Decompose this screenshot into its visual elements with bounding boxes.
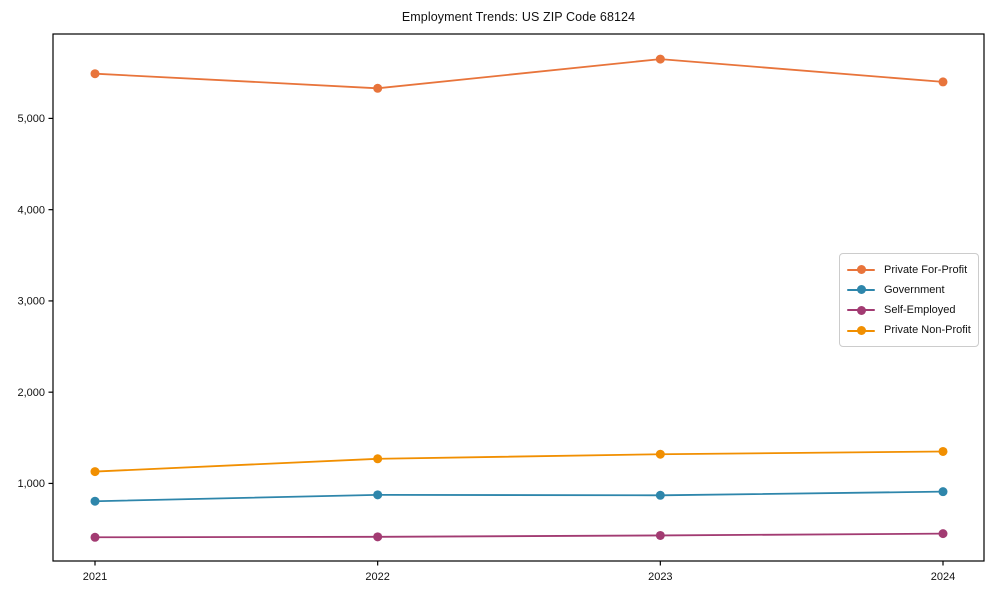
legend-label: Private Non-Profit	[884, 324, 971, 337]
data-point	[938, 77, 948, 87]
legend-item-private-non-profit: Private Non-Profit	[847, 321, 971, 340]
y-tick-label: 3,000	[17, 296, 45, 308]
series-line	[94, 58, 944, 90]
legend-label: Self-Employed	[884, 304, 956, 317]
legend: Private For-Profit Government Self-Emplo…	[839, 253, 979, 347]
y-tick-label: 4,000	[17, 204, 45, 216]
plot-border	[52, 33, 985, 562]
y-tick-label: 1,000	[17, 478, 45, 490]
line-marker-icon	[847, 325, 875, 335]
data-point	[938, 446, 948, 456]
y-tick-label: 2,000	[17, 387, 45, 399]
data-point	[655, 490, 665, 500]
series-line	[94, 450, 944, 473]
data-point	[90, 532, 100, 542]
line-marker-icon	[847, 265, 875, 274]
line-marker-icon	[847, 305, 875, 315]
series-line	[94, 490, 944, 503]
data-point	[373, 454, 383, 464]
x-tick-label: 2021	[83, 571, 107, 583]
y-tick-label: 5,000	[17, 113, 45, 125]
data-point	[373, 83, 383, 93]
legend-item-government: Government	[847, 280, 971, 299]
data-point	[655, 449, 665, 459]
data-point	[373, 532, 383, 542]
data-point	[90, 69, 100, 79]
line-marker-icon	[847, 285, 875, 295]
x-tick-label: 2024	[931, 571, 955, 583]
legend-item-self-employed: Self-Employed	[847, 301, 971, 320]
chart-title: Employment Trends: US ZIP Code 68124	[401, 10, 636, 24]
data-point	[373, 490, 383, 500]
legend-label: Government	[884, 283, 945, 296]
data-point	[655, 54, 665, 64]
data-point	[938, 487, 948, 497]
data-point	[90, 496, 100, 506]
legend-item-private-for-profit: Private For-Profit	[847, 260, 971, 279]
data-point	[90, 467, 100, 477]
x-tick-label: 2023	[648, 571, 672, 583]
data-point	[655, 530, 665, 540]
series-line	[94, 532, 944, 539]
data-point	[938, 529, 948, 539]
x-tick-label: 2022	[365, 571, 389, 583]
legend-label: Private For-Profit	[884, 263, 968, 276]
